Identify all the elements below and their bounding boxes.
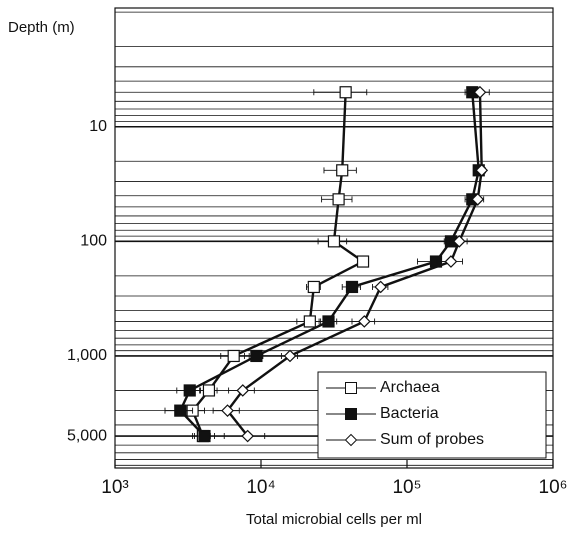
point: [336, 164, 349, 177]
series: [212, 85, 490, 443]
legend-marker: [344, 433, 358, 447]
point: [227, 349, 240, 363]
legend-marker: [345, 382, 357, 394]
point: [250, 349, 263, 363]
point: [236, 384, 250, 397]
plot-frame: [114, 7, 554, 469]
point: [241, 429, 254, 443]
legend-label: Archaea: [380, 379, 440, 396]
x-tick-label: 10³: [101, 477, 128, 498]
point: [475, 163, 489, 177]
point: [174, 404, 187, 417]
point: [332, 193, 345, 206]
point: [327, 235, 341, 248]
point: [473, 85, 487, 99]
point: [198, 429, 211, 443]
point: [357, 315, 371, 328]
legend-marker: [345, 408, 357, 420]
point: [345, 280, 359, 294]
x-tick-label: 10⁴: [246, 477, 275, 498]
x-tick-label: 10⁵: [392, 477, 421, 498]
y-tick-label: 100: [80, 233, 107, 250]
point: [202, 384, 216, 397]
y-tick-label: 5,000: [67, 427, 107, 444]
y-tick-label: 10: [89, 118, 107, 135]
y-axis-title: Depth (m): [8, 19, 75, 36]
point: [322, 315, 335, 328]
series: [177, 86, 370, 443]
point: [283, 349, 297, 363]
point: [307, 280, 320, 294]
point: [221, 404, 234, 417]
point: [471, 192, 485, 206]
legend-label: Sum of probes: [380, 431, 484, 448]
legend-label: Bacteria: [380, 405, 439, 422]
point: [374, 280, 388, 294]
x-axis-title: Total microbial cells per ml: [246, 511, 422, 528]
x-tick-label: 10⁶: [539, 477, 568, 498]
y-tick-label: 1,000: [67, 347, 107, 364]
series: [164, 86, 485, 443]
point: [356, 255, 370, 268]
point: [339, 86, 352, 99]
point: [452, 235, 466, 248]
point: [444, 255, 458, 268]
point: [303, 315, 316, 328]
point: [183, 384, 196, 397]
